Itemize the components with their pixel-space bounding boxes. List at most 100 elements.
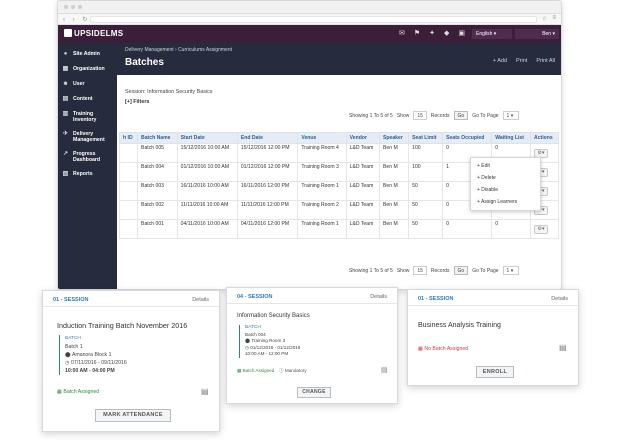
- main-content: Delivery Management › Curriculums Assign…: [117, 43, 561, 289]
- window-minimize-dot[interactable]: [71, 5, 75, 9]
- address-bar[interactable]: [90, 16, 537, 23]
- change-button[interactable]: CHANGE: [297, 387, 331, 398]
- records-label: Records: [430, 112, 450, 119]
- sidebar: ● Site Admin ▦ Organization ☻ User ▤ Content…: [58, 43, 117, 289]
- cell-batch-name: Batch 005: [137, 143, 178, 163]
- batch-dates: 01/12/2016 - 01/12/2016: [250, 344, 301, 350]
- cell-seat-limit: 50: [408, 181, 444, 201]
- disable-menu-item[interactable]: + Disable: [477, 187, 498, 193]
- details-link[interactable]: Details: [551, 296, 568, 302]
- cell-id: [118, 219, 139, 239]
- enroll-button[interactable]: ENROLL: [476, 366, 514, 378]
- help-icon[interactable]: ◆: [444, 30, 450, 37]
- edit-menu-item[interactable]: + Edit: [477, 163, 490, 169]
- col-seats-occupied[interactable]: Seats Occupied: [442, 132, 493, 144]
- sidebar-item-label: Reports: [73, 171, 93, 177]
- batch-time: 10:00 AM - 04:00 PM: [65, 368, 115, 374]
- person-icon: ●: [63, 51, 68, 57]
- records-per-page-input[interactable]: 15: [413, 266, 427, 275]
- app-logo[interactable]: UPSIDELMS: [64, 29, 123, 38]
- cell-start-date: 16/11/2016 10:00 AM: [176, 181, 238, 201]
- col-waiting-list[interactable]: Waiting List: [491, 132, 532, 144]
- col-speaker[interactable]: Speaker: [378, 132, 410, 144]
- sidebar-item-training-inventory[interactable]: ▥ Training Inventory: [58, 107, 117, 127]
- show-label: Show: [396, 267, 410, 274]
- cell-id: [118, 143, 139, 163]
- cell-id: [118, 200, 139, 220]
- session-card: 04 - SESSION Details Information Securit…: [226, 287, 398, 404]
- go-button[interactable]: Go: [453, 111, 469, 120]
- document-icon[interactable]: ▤: [559, 343, 567, 352]
- page-select[interactable]: 1 ▾: [502, 266, 519, 275]
- cell-start-date: 11/11/2016 10:00 AM: [176, 200, 238, 220]
- sidebar-item-organization[interactable]: ▦ Organization: [58, 62, 117, 77]
- logo-text: UPSIDELMS: [74, 29, 124, 38]
- col-seat-limit[interactable]: Seat Limit: [408, 132, 444, 144]
- cell-start-date: 04/11/2016 10:00 AM: [176, 219, 238, 239]
- page-select[interactable]: 1 ▾: [502, 111, 519, 120]
- sidebar-item-reports[interactable]: ▧ Reports: [58, 167, 117, 182]
- table-row[interactable]: Batch 001 04/11/2016 10:00 AM 04/11/2016…: [118, 219, 559, 239]
- sidebar-item-label: Site Admin: [73, 51, 100, 57]
- row-actions-gear-icon[interactable]: ⚙▾: [534, 148, 549, 158]
- window-close-dot[interactable]: [64, 5, 68, 9]
- cell-venue: Training Room 3: [297, 162, 347, 182]
- batch-status-text: Batch Assigned: [242, 368, 275, 373]
- mark-attendance-button[interactable]: MARK ATTENDANCE: [95, 409, 171, 422]
- col-venue[interactable]: Venue: [297, 132, 347, 144]
- breadcrumb[interactable]: Delivery Management › Curriculums Assign…: [125, 47, 232, 53]
- cell-venue: Training Room 2: [297, 200, 347, 220]
- sidebar-item-user[interactable]: ☻ User: [58, 77, 117, 92]
- session-number: 01 - SESSION: [53, 297, 89, 303]
- delete-menu-item[interactable]: + Delete: [477, 175, 496, 181]
- print-button[interactable]: Print: [516, 58, 528, 64]
- settings-icon[interactable]: ✦: [429, 30, 436, 37]
- batch-name: Batch 004: [245, 331, 266, 337]
- batch-status: ▦ No Batch Assigned: [418, 346, 468, 352]
- mandatory-text: Mandatory: [284, 368, 307, 373]
- details-link[interactable]: Details: [370, 294, 387, 300]
- window-maximize-dot[interactable]: [78, 5, 82, 9]
- records-count: Showing 1 To 5 of 5: [349, 112, 393, 119]
- sidebar-item-site-admin[interactable]: ● Site Admin: [58, 47, 117, 62]
- go-button[interactable]: Go: [453, 266, 469, 275]
- col-end-date[interactable]: End Date: [236, 132, 299, 144]
- document-icon[interactable]: ▤: [201, 387, 209, 396]
- language-select[interactable]: English ▾: [472, 29, 512, 39]
- share-icon[interactable]: ⚑: [413, 30, 421, 37]
- session-title: Information Security Basics: [237, 313, 310, 319]
- user-menu[interactable]: Ben ▾: [515, 29, 559, 39]
- document-icon[interactable]: ▤: [381, 367, 388, 374]
- session-card: 01 - SESSION Details Induction Training …: [42, 290, 220, 432]
- row-actions-gear-icon[interactable]: ⚙▾: [534, 224, 549, 234]
- cell-id: [118, 181, 139, 201]
- bookmark-star-icon[interactable]: ☆: [541, 16, 547, 22]
- top-pager: Showing 1 To 5 of 5 Show 15 Records Go G…: [349, 111, 519, 120]
- sidebar-item-progress-dashboard[interactable]: ↗ Progress Dashboard: [58, 147, 117, 167]
- sidebar-item-content[interactable]: ▤ Content: [58, 92, 117, 107]
- add-button[interactable]: + Add: [492, 58, 508, 64]
- assign-learners-menu-item[interactable]: + Assign Learners: [477, 199, 518, 205]
- records-per-page-input[interactable]: 15: [413, 111, 427, 120]
- card-header: 04 - SESSION Details: [227, 288, 397, 304]
- chat-icon[interactable]: ✉: [399, 30, 405, 37]
- col-batch-id[interactable]: h ID: [118, 132, 139, 144]
- browser-menu-icon[interactable]: ≡: [552, 15, 556, 21]
- filters-toggle[interactable]: [+] Filters: [125, 99, 150, 105]
- cell-waiting-list: 0: [491, 219, 532, 239]
- back-forward-icon[interactable]: ‹ › ↻: [63, 17, 91, 23]
- col-batch-name[interactable]: Batch Name: [137, 132, 178, 144]
- col-vendor[interactable]: Vendor: [345, 132, 380, 144]
- sidebar-item-delivery-management[interactable]: ✈ Delivery Management: [58, 127, 117, 147]
- print-all-button[interactable]: Print All: [536, 58, 555, 64]
- page-header: Delivery Management › Curriculums Assign…: [117, 43, 561, 75]
- document-icon[interactable]: ▣: [458, 30, 466, 37]
- cell-speaker: Ben M: [378, 143, 410, 163]
- col-start-date[interactable]: Start Date: [176, 132, 238, 144]
- mandatory-tag: ⓘ Mandatory: [279, 368, 307, 374]
- cell-venue: Training Room 1: [297, 219, 347, 239]
- page-select-value: 1: [506, 113, 510, 119]
- app-topbar: UPSIDELMS ✉ ⚑ ✦ ◆ ▣ English ▾ Ben ▾: [58, 25, 561, 43]
- details-link[interactable]: Details: [192, 297, 209, 303]
- location-pin-icon: ⬤: [65, 352, 71, 358]
